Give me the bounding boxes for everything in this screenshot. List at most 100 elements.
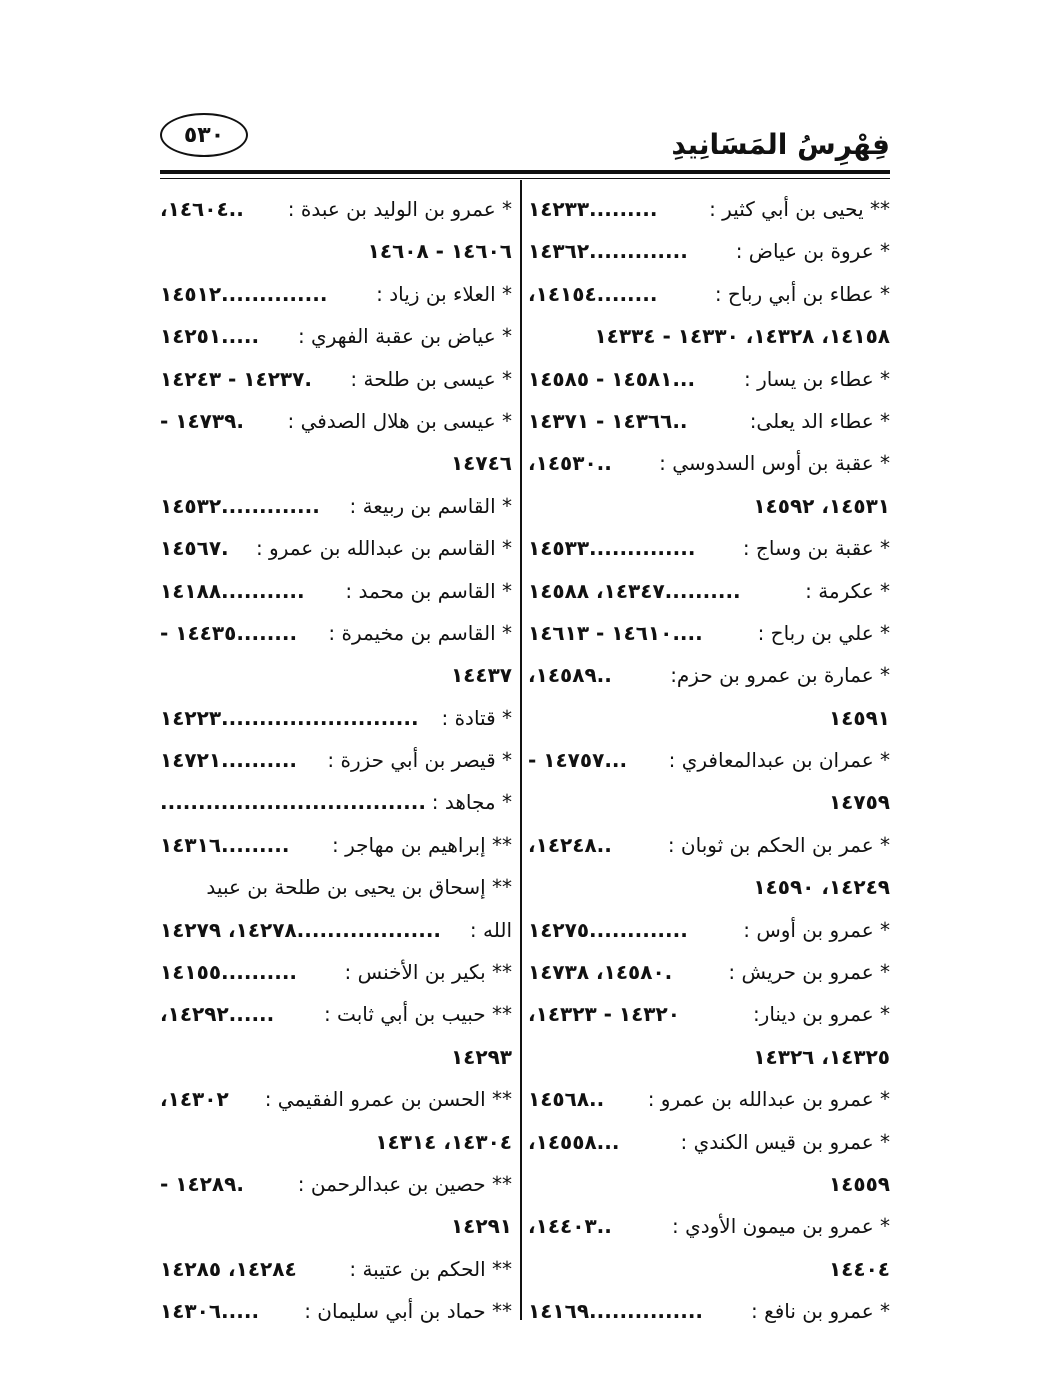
index-entry-line: ١٤٢٩٣ bbox=[160, 1036, 512, 1078]
entry-refs: ١٤٢٤٩، ١٤٥٩٠ bbox=[753, 875, 890, 900]
entry-refs: ..........١٤٣٤٧، ١٤٥٨٨ bbox=[528, 578, 741, 603]
entry-name: * عمرو بن قيس الكندي : bbox=[680, 1129, 890, 1154]
entry-refs: .١٤٥٨٠، ١٤٧٣٨ bbox=[528, 960, 673, 985]
entry-name: ** الحكم بن عتيبة : bbox=[349, 1256, 512, 1281]
entry-refs: .............١٤٥٣٢ bbox=[160, 493, 320, 518]
entry-refs: ........١٤٤٣٥ - bbox=[160, 620, 298, 645]
index-entry-line: ١٤٥٣١، ١٤٥٩٢ bbox=[528, 485, 890, 527]
entry-name: * القاسم بن عبدالله بن عمرو : bbox=[255, 536, 512, 561]
entry-name: * العلاء بن زياد : bbox=[376, 281, 512, 306]
page-number: ٥٣٠ bbox=[183, 122, 225, 148]
entry-name: * عيسى بن طلحة : bbox=[350, 366, 512, 391]
entry-refs: ..............١٤٥١٢ bbox=[160, 281, 328, 306]
index-entry-line: * عقبة بن أوس السدوسي : ..١٤٥٣٠، bbox=[528, 442, 890, 484]
entry-refs: ١٤٥٥٩ bbox=[828, 1171, 890, 1196]
index-entry-line: * عمرو بن أوس : .............١٤٢٧٥ bbox=[528, 909, 890, 951]
entry-name: * عطاء بن يسار : bbox=[744, 366, 890, 391]
index-entry-line: * القاسم بن ربيعة : .............١٤٥٣٢ bbox=[160, 485, 512, 527]
entry-name: * مجاهد : bbox=[431, 790, 512, 815]
entry-refs: ١٤١٥٨، ١٤٣٢٨، ١٤٣٣٠ - ١٤٣٣٤ bbox=[594, 324, 890, 349]
entry-refs: ..........١٤١٥٥ bbox=[160, 960, 298, 985]
index-entry-line: * عطاء الد يعلى: ..١٤٣٦٦ - ١٤٣٧١ bbox=[528, 400, 890, 442]
entry-refs: ١٤٣٢٠ - ١٤٣٢٣، bbox=[528, 1002, 680, 1027]
entry-name: * قتادة : bbox=[441, 705, 512, 730]
entry-refs: .١٤٢٨٩ - bbox=[160, 1171, 244, 1196]
entry-refs: ١٤٧٥٩ bbox=[828, 790, 890, 815]
index-entry-line: * القاسم بن عبدالله بن عمرو : .١٤٥٦٧ bbox=[160, 527, 512, 569]
index-entry-line: * عمرو بن نافع : ...............١٤١٦٩ bbox=[528, 1290, 890, 1332]
entry-name: * عمرو بن أوس : bbox=[743, 917, 890, 942]
entry-refs: .....١٤٣٠٦ bbox=[160, 1299, 260, 1324]
index-entry-line: * عمارة بن عمرو بن حزم: ..١٤٥٨٩، bbox=[528, 654, 890, 696]
entry-name: * عمرو بن دينار: bbox=[752, 1002, 890, 1027]
entry-name: * عمرو بن ميمون الأودي : bbox=[671, 1214, 890, 1239]
entry-name: * عمران بن عبدالمعافري : bbox=[668, 748, 890, 773]
entry-refs: ١٤٢٩١ bbox=[450, 1214, 512, 1239]
index-entry-line: * عقبة بن وساج : ..............١٤٥٣٣ bbox=[528, 527, 890, 569]
header-rule-thick bbox=[160, 170, 890, 174]
index-entry-line: * علي بن رباح : ....١٤٦١٠ - ١٤٦١٣ bbox=[528, 612, 890, 654]
index-entry-line: ١٤١٥٨، ١٤٣٢٨، ١٤٣٣٠ - ١٤٣٣٤ bbox=[528, 315, 890, 357]
index-entry-line: * عمرو بن ميمون الأودي : ..١٤٤٠٣، bbox=[528, 1205, 890, 1247]
entry-refs: .........١٤٢٣٣ bbox=[528, 197, 658, 221]
entry-refs: .١٤٥٦٧ bbox=[160, 536, 229, 561]
index-entry-line: * عيسى بن هلال الصدفي : .١٤٧٣٩ - bbox=[160, 400, 512, 442]
entry-refs: .١٤٢٣٧ - ١٤٢٤٣ bbox=[160, 366, 312, 391]
index-entry-line: ** الحسن بن عمرو الفقيمي : ١٤٣٠٢، bbox=[160, 1078, 512, 1120]
index-entry-line: * عياض بن عقبة الفهري : .....١٤٢٥١ bbox=[160, 315, 512, 357]
index-entry-line: ** بكير بن الأخنس : ..........١٤١٥٥ bbox=[160, 951, 512, 993]
index-entry-line: * عكرمة : ..........١٤٣٤٧، ١٤٥٨٨ bbox=[528, 570, 890, 612]
index-entry-line: ** حصين بن عبدالرحمن : .١٤٢٨٩ - bbox=[160, 1163, 512, 1205]
entry-refs: .............١٤٣٦٢ bbox=[528, 239, 688, 264]
index-entry-line: ** إسحاق بن يحيى بن طلحة بن عبيد bbox=[160, 866, 512, 908]
index-entry-line: ١٤٧٤٦ bbox=[160, 442, 512, 484]
entry-refs: ..١٤٥٦٨ bbox=[528, 1087, 605, 1112]
entry-name: * عطاء الد يعلى: bbox=[749, 408, 890, 433]
entry-name: * القاسم بن ربيعة : bbox=[349, 493, 512, 518]
index-entry-line: * القاسم بن محمد : ...........١٤١٨٨ bbox=[160, 570, 512, 612]
index-entry-line: * عمرو بن دينار: ١٤٣٢٠ - ١٤٣٢٣، bbox=[528, 993, 890, 1035]
index-entry-line: ١٤٥٩١ bbox=[528, 697, 890, 739]
index-entry-line: الله : ...................١٤٢٧٨، ١٤٢٧٩ bbox=[160, 909, 512, 951]
index-entry-line: * العلاء بن زياد : ..............١٤٥١٢ bbox=[160, 273, 512, 315]
entry-refs: ..١٤٢٤٨، bbox=[528, 832, 612, 857]
entry-refs: .....١٤٢٥١ bbox=[160, 324, 260, 349]
entry-refs: .........١٤٣١٦ bbox=[160, 832, 290, 857]
entry-refs: ..........................١٤٢٢٣ bbox=[160, 705, 419, 730]
entry-name: * عمر بن الحكم بن ثوبان : bbox=[667, 832, 890, 857]
entry-refs: ..............١٤٥٣٣ bbox=[528, 536, 696, 561]
entry-refs: ...................١٤٢٧٨، ١٤٢٧٩ bbox=[160, 917, 442, 942]
index-entry-line: * عمران بن عبدالمعافري : ...١٤٧٥٧ - bbox=[528, 739, 890, 781]
entry-name: * عقبة بن أوس السدوسي : bbox=[659, 451, 890, 476]
entry-name: ** حصين بن عبدالرحمن : bbox=[297, 1171, 512, 1196]
entry-name: * عمارة بن عمرو بن حزم: bbox=[670, 663, 890, 688]
entry-refs: ١٤٢٩٣ bbox=[450, 1044, 512, 1069]
index-entry-line: * عمرو بن حريش : .١٤٥٨٠، ١٤٧٣٨ bbox=[528, 951, 890, 993]
entry-name: * عيسى بن هلال الصدفي : bbox=[287, 408, 512, 433]
entry-name: * عقبة بن وساج : bbox=[742, 536, 890, 561]
entry-refs: ...١٤٥٨١ - ١٤٥٨٥ bbox=[528, 366, 696, 391]
entry-name: * عكرمة : bbox=[805, 578, 890, 603]
index-entry-line: ** الحكم بن عتيبة : ١٤٢٨٤، ١٤٢٨٥ bbox=[160, 1248, 512, 1290]
entry-refs: ١٤٥٩١ bbox=[828, 705, 890, 730]
entry-name: * عطاء بن أبي رباح : bbox=[714, 281, 890, 306]
entry-refs: ..١٤٣٦٦ - ١٤٣٧١ bbox=[528, 408, 688, 433]
entry-name: * عمرو بن حريش : bbox=[728, 960, 890, 985]
entry-refs: ..........١٤٧٢١ bbox=[160, 748, 298, 773]
index-entry-line: * عمرو بن الوليد بن عبدة : ..١٤٦٠٤، bbox=[160, 188, 512, 230]
index-entry-line: * عمر بن الحكم بن ثوبان : ..١٤٢٤٨، bbox=[528, 824, 890, 866]
index-entry-line: ** إبراهيم بن مهاجر : .........١٤٣١٦ bbox=[160, 824, 512, 866]
index-entry-line: ١٤٢٤٩، ١٤٥٩٠ bbox=[528, 866, 890, 908]
index-entry-line: * عمرو بن عبدالله بن عمرو : ..١٤٥٦٨ bbox=[528, 1078, 890, 1120]
index-entry-line: ** حبيب بن أبي ثابت : ......١٤٢٩٢، bbox=[160, 993, 512, 1035]
index-entry-line: * مجاهد :...............................… bbox=[160, 781, 512, 823]
entry-name: * القاسم بن محمد : bbox=[345, 578, 512, 603]
entry-name: * قيصر بن أبي حزرة : bbox=[327, 748, 512, 773]
index-entry-line: ١٤٦٠٦ - ١٤٦٠٨ bbox=[160, 230, 512, 272]
entry-refs: ١٤٦٠٦ - ١٤٦٠٨ bbox=[367, 239, 512, 264]
entry-refs: ١٤٣٠٤، ١٤٣١٤ bbox=[375, 1129, 512, 1154]
left-column: * عمرو بن الوليد بن عبدة : ..١٤٦٠٤، ١٤٦٠٦ … bbox=[160, 188, 512, 1333]
index-entry-line: ١٤٥٥٩ bbox=[528, 1163, 890, 1205]
entry-refs: ......١٤٢٩٢، bbox=[160, 1002, 275, 1027]
entry-refs: ...............١٤١٦٩ bbox=[528, 1299, 704, 1324]
